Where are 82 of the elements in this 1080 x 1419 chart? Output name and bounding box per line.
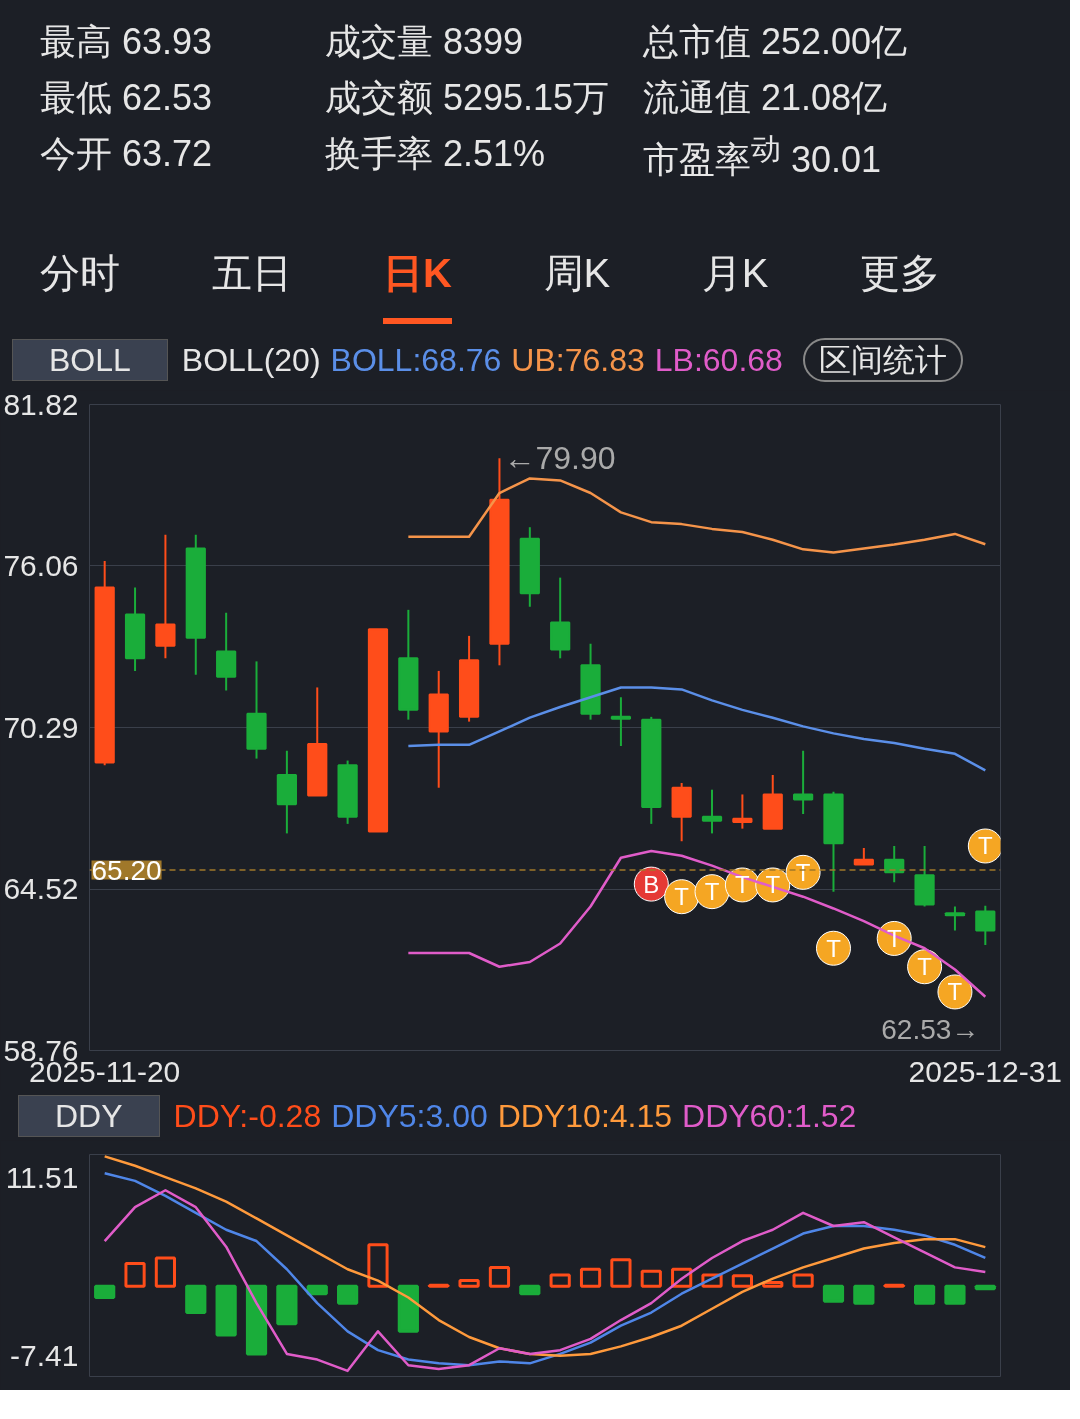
text: 换手率 2.51% — [325, 132, 547, 176]
candlestick — [975, 904, 996, 946]
bar — [671, 1267, 693, 1288]
series-label: T — [735, 871, 751, 899]
bar — [337, 1284, 359, 1305]
y-tick-label: 64.52 — [3, 872, 79, 906]
text: 市盈率$^{动}$ 30.01 — [643, 131, 883, 182]
bar — [367, 1243, 389, 1288]
bar — [640, 1269, 662, 1288]
y-tick-label: -7.41 — [10, 1338, 79, 1372]
bar — [488, 1265, 511, 1288]
chart-title: DDY — [18, 1095, 160, 1137]
annotation: ←79.90 — [503, 440, 616, 477]
bar — [944, 1284, 966, 1305]
candlestick — [155, 533, 176, 660]
series-label: B — [643, 870, 660, 898]
y-tick-label: 11.51 — [5, 1160, 79, 1194]
line-series — [407, 477, 987, 554]
y-tick-label: 70.29 — [3, 710, 79, 744]
text: T — [704, 878, 720, 906]
bar — [913, 1284, 936, 1305]
candlestick — [793, 749, 814, 816]
chart-subtitle: BOLL(20) — [181, 342, 321, 378]
bar — [579, 1267, 602, 1288]
chart-title: BOLL — [12, 339, 168, 381]
text: T — [977, 832, 993, 860]
annotation: 62.53→ — [881, 1014, 980, 1046]
text: T — [795, 858, 811, 886]
bar — [822, 1284, 845, 1303]
bar — [397, 1284, 419, 1333]
text: UB:76.83 — [511, 342, 645, 378]
bar — [974, 1284, 996, 1291]
text: 月K — [701, 250, 769, 297]
text: 最高 63.93 — [40, 20, 214, 64]
candlestick — [701, 788, 723, 835]
bar — [458, 1279, 480, 1288]
candlestick — [944, 905, 966, 932]
text: 总市值 252.00亿 — [643, 20, 909, 64]
bar — [94, 1284, 116, 1299]
text: DDY60:1.52 — [682, 1098, 857, 1134]
candlestick — [610, 696, 632, 747]
text: 成交量 8399 — [325, 20, 525, 64]
text: 日K — [383, 245, 452, 325]
text: 最低 62.53 — [40, 76, 214, 120]
bar — [792, 1273, 814, 1288]
bar — [549, 1273, 571, 1288]
text: T — [826, 934, 841, 962]
text: DDY:-0.28 — [173, 1098, 322, 1134]
bar — [185, 1284, 207, 1315]
text: 区间统计 — [802, 338, 963, 382]
text: 更多 — [860, 250, 940, 297]
bar — [519, 1284, 541, 1296]
text: 五日 — [211, 250, 292, 297]
bar — [215, 1284, 237, 1337]
bar — [610, 1258, 632, 1288]
bar — [306, 1284, 328, 1296]
text: 周K — [543, 250, 611, 297]
bar — [883, 1283, 905, 1288]
bar — [853, 1284, 875, 1305]
text: 分时 — [40, 250, 120, 297]
x-tick-label: 2025-12-31 — [908, 1054, 1063, 1088]
text: 成交额 5295.15万 — [325, 76, 611, 120]
text: LB:60.68 — [654, 342, 783, 378]
text: DDY10:4.15 — [497, 1098, 673, 1134]
bar — [124, 1262, 146, 1288]
candlestick — [732, 793, 753, 830]
bar — [154, 1256, 177, 1288]
text: BOLL:68.76 — [330, 342, 502, 378]
bar — [731, 1274, 753, 1288]
text: DDY5:3.00 — [331, 1098, 488, 1134]
bar — [428, 1283, 450, 1288]
y-tick-label: 81.82 — [3, 387, 79, 421]
bar — [245, 1284, 268, 1356]
text: T — [917, 953, 932, 981]
text: T — [674, 883, 689, 911]
text: 流通值 21.08亿 — [643, 76, 889, 120]
bar — [276, 1284, 298, 1326]
text: 今开 63.72 — [40, 132, 214, 176]
text: T — [947, 978, 963, 1006]
y-tick-label: 76.06 — [3, 548, 79, 582]
ref-line-label: 65.20 — [91, 854, 162, 886]
line-series — [407, 686, 987, 772]
